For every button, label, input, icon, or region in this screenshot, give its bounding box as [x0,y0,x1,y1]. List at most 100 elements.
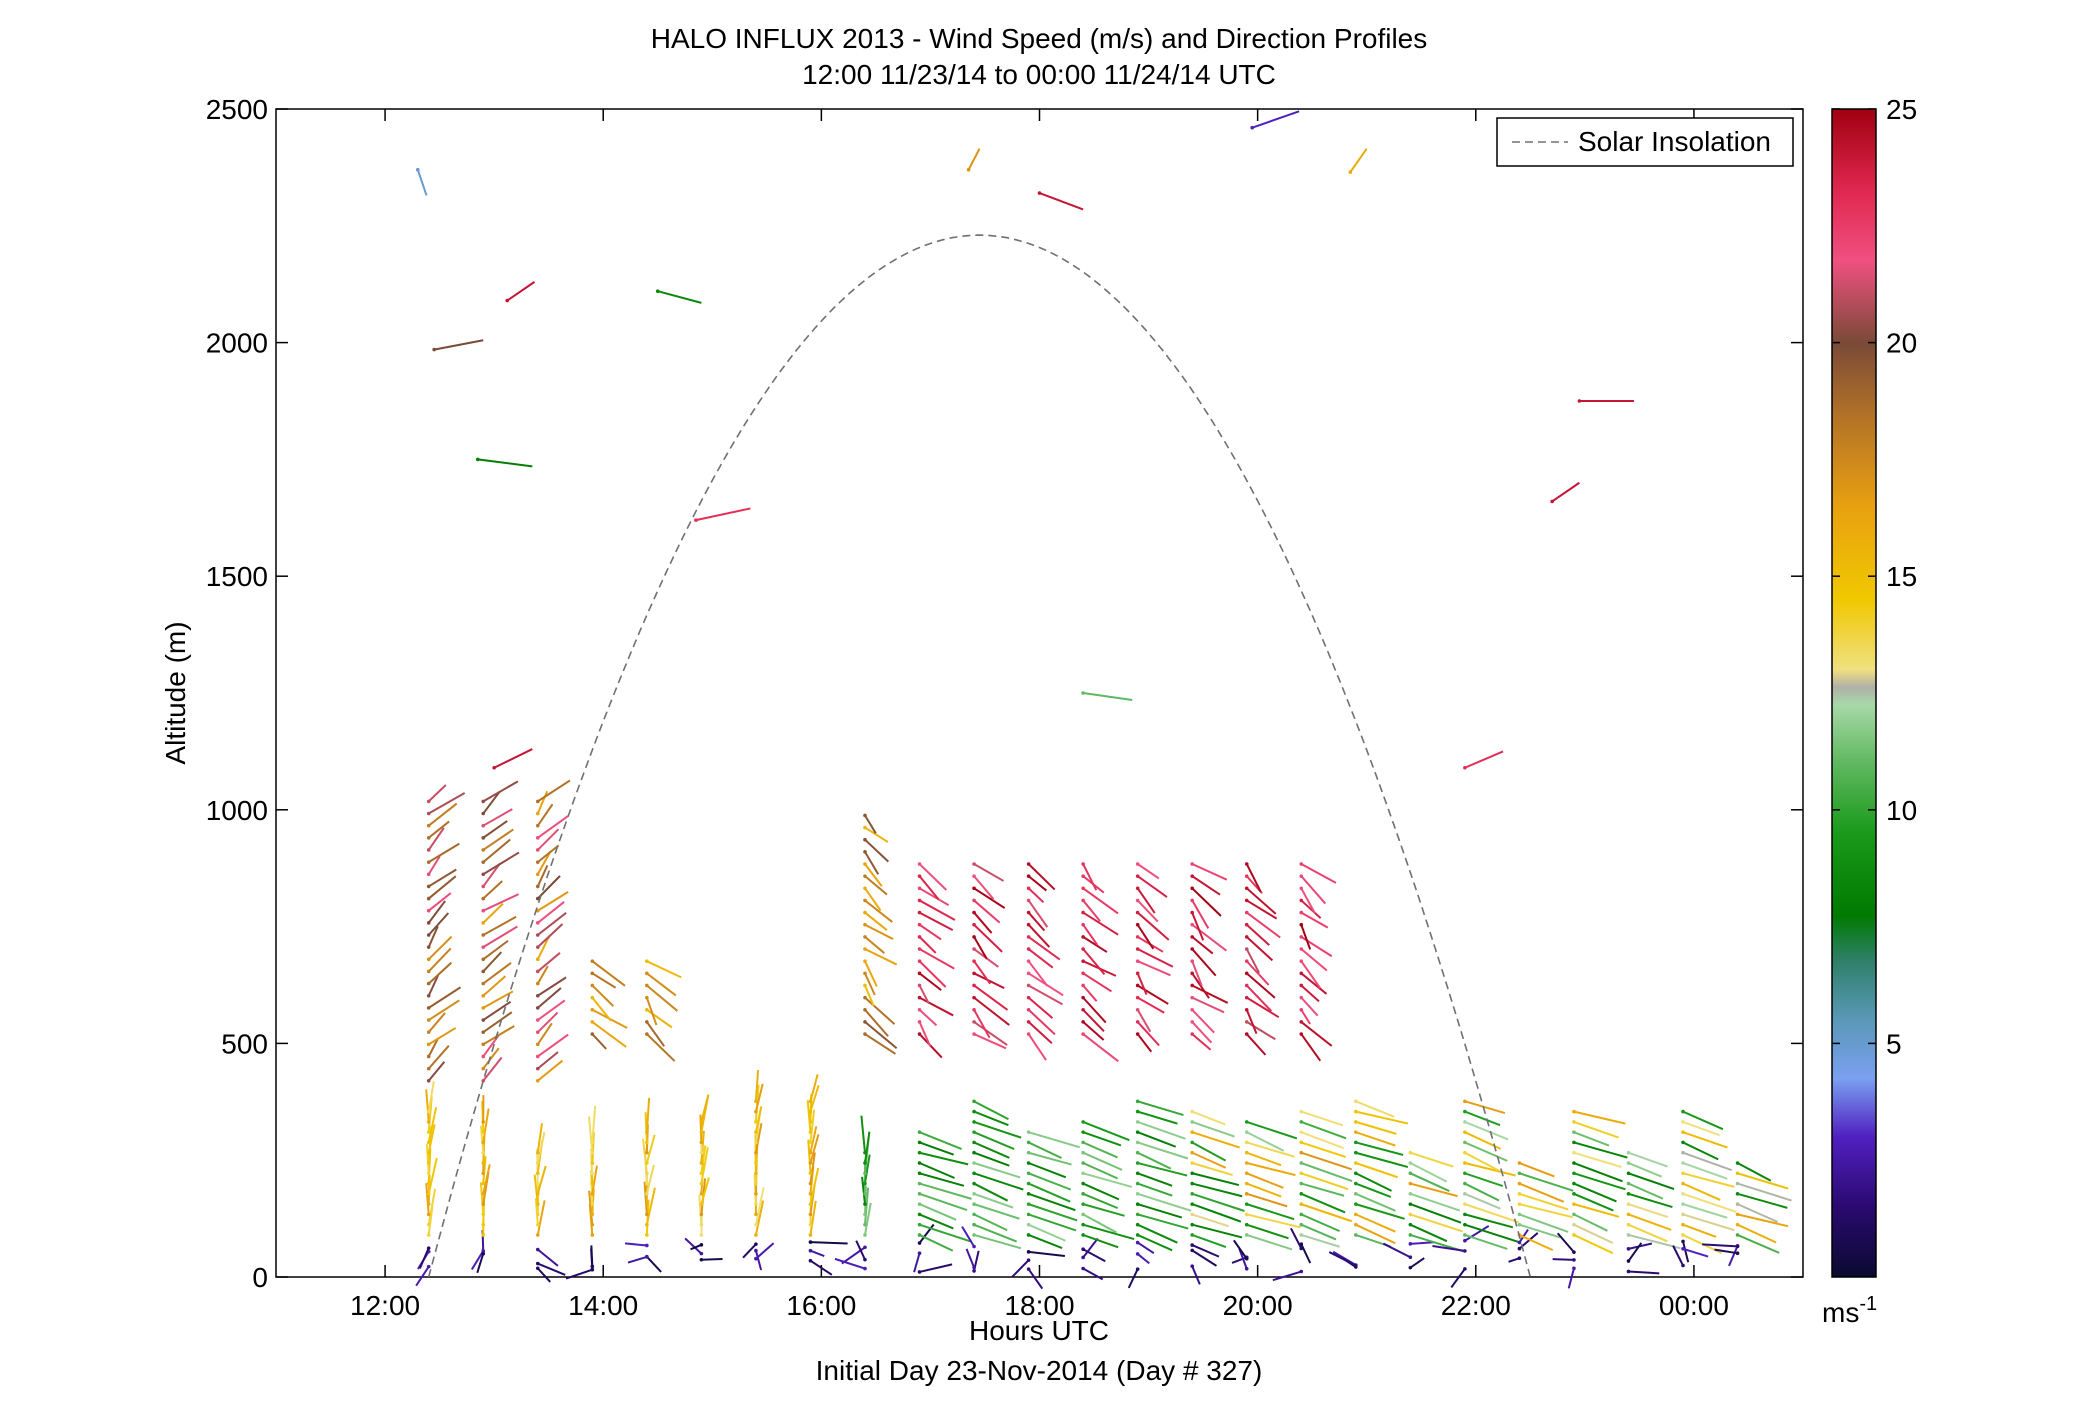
wind-vector [1300,1131,1345,1150]
wind-vector-origin [1190,1192,1194,1196]
wind-vector-origin [1081,1161,1085,1165]
wind-vector [973,1151,1010,1167]
wind-vector [1238,1248,1248,1270]
wind-vector-origin [590,983,595,988]
wind-vector-origin [1190,922,1194,927]
wind-vector-origin [535,1222,540,1227]
wind-vector-origin [1190,1120,1194,1124]
wind-vector-origin [1626,1171,1631,1176]
wind-vector-origin [699,1251,704,1256]
wind-vector-origin [1626,1247,1631,1251]
wind-vector [695,507,751,522]
wind-vector-origin [699,1140,704,1145]
wind-vector [645,1187,656,1225]
wind-vector-origin [590,1212,595,1217]
wind-vector [1191,1021,1213,1044]
wind-vector [1355,1141,1404,1156]
wind-vector [1137,1182,1173,1197]
wind-vector [1682,1241,1690,1263]
wind-vector [479,1182,485,1215]
wind-vector [1628,1203,1669,1219]
wind-vector [645,1134,656,1164]
wind-vector-origin [535,836,540,840]
wind-vector-origin [1408,1161,1413,1165]
wind-vector [1137,1120,1186,1140]
wind-vector-origin [645,1212,649,1217]
wind-vector-origin [699,1202,704,1206]
wind-vector-origin [1244,959,1249,963]
wind-vector-origin [699,1130,704,1134]
wind-vector [1082,1234,1119,1249]
wind-vector [1028,1131,1081,1149]
wind-vector-origin [1026,1233,1031,1237]
wind-vector [1573,1141,1628,1159]
wind-vector-origin [426,1018,431,1022]
wind-vector-origin [1037,191,1042,195]
wind-vector-origin [863,1257,867,1262]
wind-vector [1410,1192,1461,1212]
wind-vector [482,838,511,863]
wind-vector-origin [590,1007,595,1012]
wind-vector [1355,1172,1392,1192]
wind-vector-origin [426,969,431,974]
wind-vector [1191,1131,1240,1149]
wind-vector [1682,1110,1724,1131]
wind-vector [537,912,567,936]
wind-vector-origin [1081,1202,1085,1206]
wind-vector-origin [863,874,867,878]
wind-vector-origin [917,898,922,903]
wind-vector-origin [1299,947,1304,951]
wind-vector [754,1200,765,1236]
wind-vector [742,1243,757,1259]
legend-label: Solar Insolation [1578,126,1771,157]
wind-vector-origin [1517,1256,1522,1261]
wind-vector [1300,1110,1344,1127]
wind-vector-origin [699,1161,704,1165]
wind-vector-origin [972,886,976,891]
wind-vector-origin [1244,886,1249,891]
wind-vector-origin [699,1192,704,1196]
wind-vector-origin [1299,922,1304,927]
wind-vector [537,999,566,1021]
wind-vector-origin [1135,862,1140,866]
wind-vector-origin [535,993,540,998]
wind-vector [1082,692,1133,701]
wind-vector-origin [1244,862,1249,866]
wind-vector-origin [1135,959,1140,963]
solar-insolation-curve [427,234,1532,1278]
wind-vector [1272,1270,1302,1282]
wind-vector [425,1089,430,1122]
wind-vector-origin [1081,910,1085,915]
wind-vector-origin [645,1032,649,1036]
wind-vector-origin [1354,1192,1358,1196]
wind-vector-origin [535,969,540,974]
wind-vector-origin [699,1212,704,1217]
wind-vector [1246,1151,1282,1167]
wind-vector [1137,1241,1155,1255]
wind-vector-origin [481,1150,486,1155]
wind-vector [1464,1203,1519,1224]
wind-vector [1464,750,1504,769]
wind-vector [1028,1172,1072,1191]
wind-vector-origin [1735,1233,1740,1237]
wind-vector [1191,960,1203,987]
wind-vector-origin [1408,1222,1413,1227]
wind-vector-origin [1081,898,1085,903]
wind-vector-origin [917,910,922,915]
wind-vector [1137,1110,1178,1125]
wind-vector-origin [863,1245,867,1250]
wind-vector [482,828,514,851]
wind-vector [1682,1213,1735,1232]
wind-vector [1137,1213,1189,1230]
wind-vector [537,923,564,948]
wind-vector-origin [535,1054,540,1059]
wind-vector-origin [505,298,510,303]
wind-vector [1682,1182,1721,1201]
wind-vector [1627,1242,1643,1262]
wind-vector [1300,972,1328,995]
wind-vector [754,1069,760,1102]
plot-area [275,108,1804,1278]
wind-vector-origin [535,1233,540,1237]
wind-vector [1682,1131,1728,1149]
wind-vector [1551,481,1580,503]
